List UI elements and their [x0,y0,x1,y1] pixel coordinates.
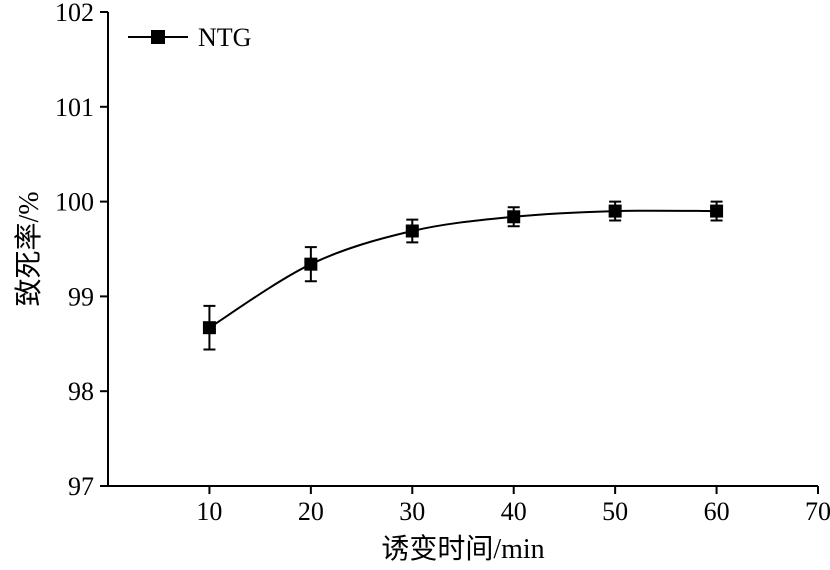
y-tick-label: 101 [55,93,94,122]
legend: NTG [128,23,251,52]
data-point [507,210,521,224]
x-tick-label: 30 [399,497,425,526]
y-tick-label: 102 [55,0,94,27]
x-tick-label: 50 [602,497,628,526]
y-tick-label: 97 [68,472,94,501]
series-line [208,209,717,329]
x-tick-label: 40 [501,497,527,526]
x-axis-title: 诱变时间/min [381,533,544,565]
y-tick-label: 100 [55,188,94,217]
x-tick-label: 20 [298,497,324,526]
data-point [202,321,216,335]
data-point [608,204,622,218]
x-ticks: 10 20 30 40 50 60 70 [196,486,830,526]
legend-marker-square [151,30,165,44]
x-tick-label: 70 [805,497,830,526]
data-point [304,257,318,271]
data-point [405,224,419,238]
data-point [710,204,724,218]
legend-label: NTG [198,23,251,52]
y-tick-label: 98 [68,377,94,406]
x-tick-label: 10 [196,497,222,526]
series-layer [202,200,724,351]
axes [107,12,818,487]
x-tick-label: 60 [704,497,730,526]
y-tick-label: 99 [68,282,94,311]
y-ticks: 97 98 99 100 101 102 [55,0,108,501]
y-axis-title: 致死率/% [13,191,45,306]
